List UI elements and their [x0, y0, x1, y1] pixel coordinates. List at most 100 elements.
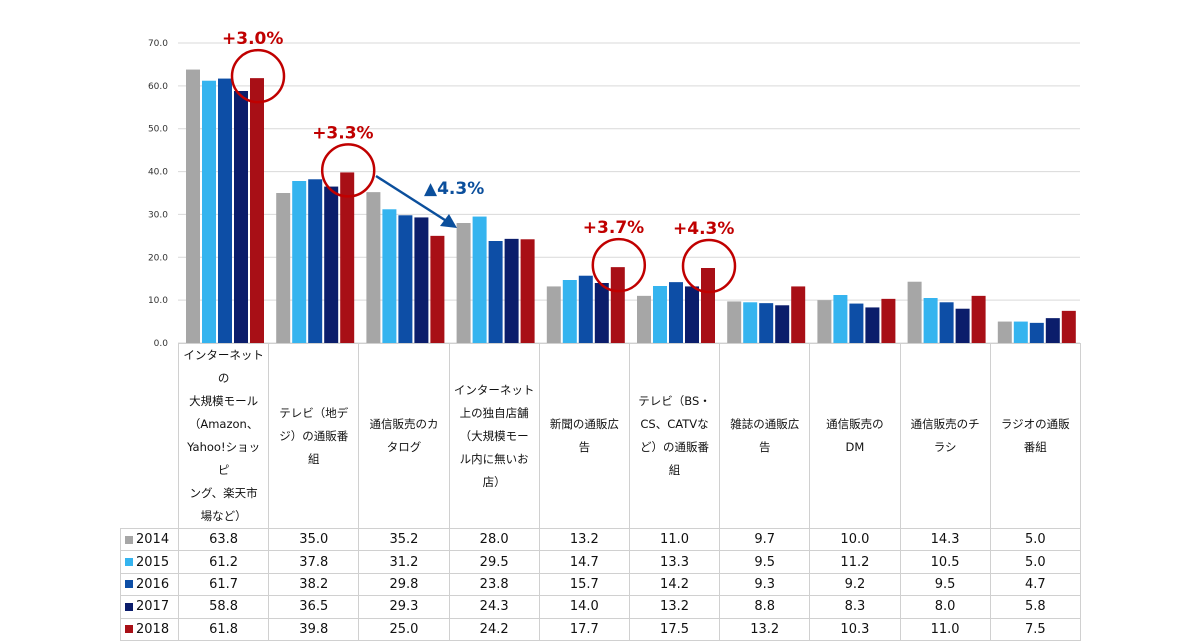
category-label-line: ラシ — [933, 440, 957, 454]
table-row: 2015 61.2 37.8 31.2 29.5 14.7 13.3 9.5 11.2 10.5 5… — [120, 550, 1081, 574]
annotation-circle — [320, 143, 376, 198]
data-cell: 13.2 — [538, 527, 630, 552]
table-row: 2018 61.8 39.8 25.0 24.2 17.7 17.5 13.2 10.3 11.0… — [120, 617, 1081, 641]
bar-2014-0 — [186, 69, 200, 344]
category-label-line: 大規模モール — [189, 394, 259, 408]
category-header: 通信販売のカ タログ — [358, 343, 450, 529]
bar-2017-6 — [775, 305, 790, 343]
data-cell: 10.3 — [809, 617, 901, 641]
legend-entry: 2017 — [120, 595, 179, 619]
bar-2018-7 — [881, 298, 896, 343]
data-cell: 9.3 — [719, 572, 811, 597]
data-cell: 11.0 — [628, 527, 721, 552]
data-cell: 61.8 — [177, 617, 270, 641]
category-label-line: インターネットの — [183, 348, 264, 385]
category-label-line: 組 — [308, 451, 320, 466]
category-header: テレビ（地デ ジ）の通販番組 — [268, 343, 360, 529]
category-label-line: ど）の通販番 — [640, 440, 710, 454]
category-label-line: 番組 — [1023, 440, 1047, 454]
bar-2015-7 — [833, 295, 848, 343]
bar-2017-0 — [234, 91, 248, 343]
legend-label: 2018 — [136, 621, 170, 637]
data-cell: 35.2 — [358, 527, 450, 552]
y-tick-label: 30.0 — [148, 210, 168, 220]
data-cell: 7.5 — [989, 617, 1081, 641]
legend-swatch-icon — [125, 558, 133, 567]
category-header: テレビ（BS・ CS、CATVな ど）の通販番組 — [628, 343, 721, 529]
bar-2015-2 — [382, 209, 397, 343]
data-cell: 31.2 — [358, 550, 450, 574]
data-cell: 61.7 — [177, 572, 270, 597]
data-cell: 58.8 — [177, 595, 270, 619]
data-cell: 61.2 — [177, 550, 270, 574]
category-header: インターネットの 大規模モール （Amazon、 Yahoo!ショッピ ング、楽天市 場な… — [177, 343, 270, 529]
y-tick-label: 60.0 — [148, 82, 168, 92]
bar-2014-3 — [456, 223, 471, 343]
bar-2014-8 — [907, 281, 922, 343]
legend-swatch-icon — [125, 602, 133, 611]
bar-2018-5 — [701, 268, 715, 343]
bar-2016-1 — [308, 179, 323, 343]
data-cell: 9.5 — [719, 550, 811, 574]
category-label-line: ル内に無いお — [459, 451, 529, 466]
bar-2016-5 — [669, 282, 683, 343]
legend-label: 2015 — [136, 554, 170, 570]
data-cell: 5.0 — [989, 550, 1081, 574]
data-cell: 37.8 — [268, 550, 360, 574]
annotation-label: ▲4.3% — [424, 179, 484, 199]
annotation-label: +3.0% — [222, 29, 283, 49]
data-cell: 24.3 — [448, 595, 540, 619]
data-cell: 14.7 — [538, 550, 630, 574]
bar-2016-7 — [849, 303, 864, 343]
legend-entry: 2018 — [120, 617, 179, 641]
bar-2016-9 — [1029, 322, 1044, 343]
bar-2018-3 — [520, 239, 535, 343]
data-cell: 14.2 — [628, 572, 721, 597]
table-row: 2017 58.8 36.5 29.3 24.3 14.0 13.2 8.8 8.3 8.0 5.8 — [120, 595, 1081, 619]
table-row: 2014 63.8 35.0 35.2 28.0 13.2 11.0 9.7 10.0 14.3 5… — [120, 527, 1081, 552]
data-cell: 14.3 — [899, 527, 991, 552]
bar-2018-1 — [340, 172, 355, 343]
data-cell: 24.2 — [448, 617, 540, 641]
category-header: 新聞の通販広告 — [538, 343, 630, 529]
category-label-line: Yahoo!ショッピ — [187, 440, 261, 477]
category-label-line: ラジオの通販 — [1000, 417, 1070, 431]
category-label-line: 通信販売のカ — [369, 417, 439, 431]
data-cell: 23.8 — [448, 572, 540, 597]
category-label-line: DM — [845, 440, 865, 454]
bar-2017-1 — [324, 186, 339, 343]
data-cell: 11.0 — [899, 617, 991, 641]
category-label-line: テレビ（地デ — [279, 405, 349, 420]
bar-2015-6 — [743, 302, 758, 343]
bar-2016-3 — [488, 241, 503, 343]
category-label-line: 上の独自店舗 — [459, 405, 529, 420]
legend-entry: 2016 — [120, 572, 179, 597]
bar-2016-8 — [939, 302, 954, 343]
category-header: インターネット 上の独自店舗 （大規模モー ル内に無いお 店） — [448, 343, 540, 529]
bar-2018-4 — [610, 267, 625, 343]
data-cell: 9.5 — [899, 572, 991, 597]
category-label-line: ジ）の通販番 — [279, 428, 349, 443]
data-cell: 9.2 — [809, 572, 901, 597]
data-cell: 35.0 — [268, 527, 360, 552]
category-label-line: 新聞の通販広 — [549, 417, 619, 431]
data-cell: 13.3 — [628, 550, 721, 574]
data-cell: 38.2 — [268, 572, 360, 597]
bar-2018-9 — [1061, 310, 1076, 343]
data-cell: 10.5 — [899, 550, 991, 574]
y-tick-label: 40.0 — [148, 168, 168, 178]
category-label-line: （Amazon、 — [188, 417, 259, 431]
bar-2015-4 — [562, 280, 577, 343]
data-cell: 29.5 — [448, 550, 540, 574]
bar-2017-4 — [594, 283, 609, 343]
category-header: 雑誌の通販広告 — [719, 343, 811, 529]
annotation-circle — [230, 48, 286, 104]
data-cell: 25.0 — [358, 617, 450, 641]
data-cell: 36.5 — [268, 595, 360, 619]
annotation-label: +4.3% — [673, 219, 734, 239]
legend-entry: 2015 — [120, 550, 179, 574]
category-label-line: 店） — [482, 474, 506, 489]
legend-label: 2014 — [136, 532, 170, 548]
bar-2015-9 — [1013, 321, 1028, 343]
bar-2016-2 — [398, 215, 413, 343]
